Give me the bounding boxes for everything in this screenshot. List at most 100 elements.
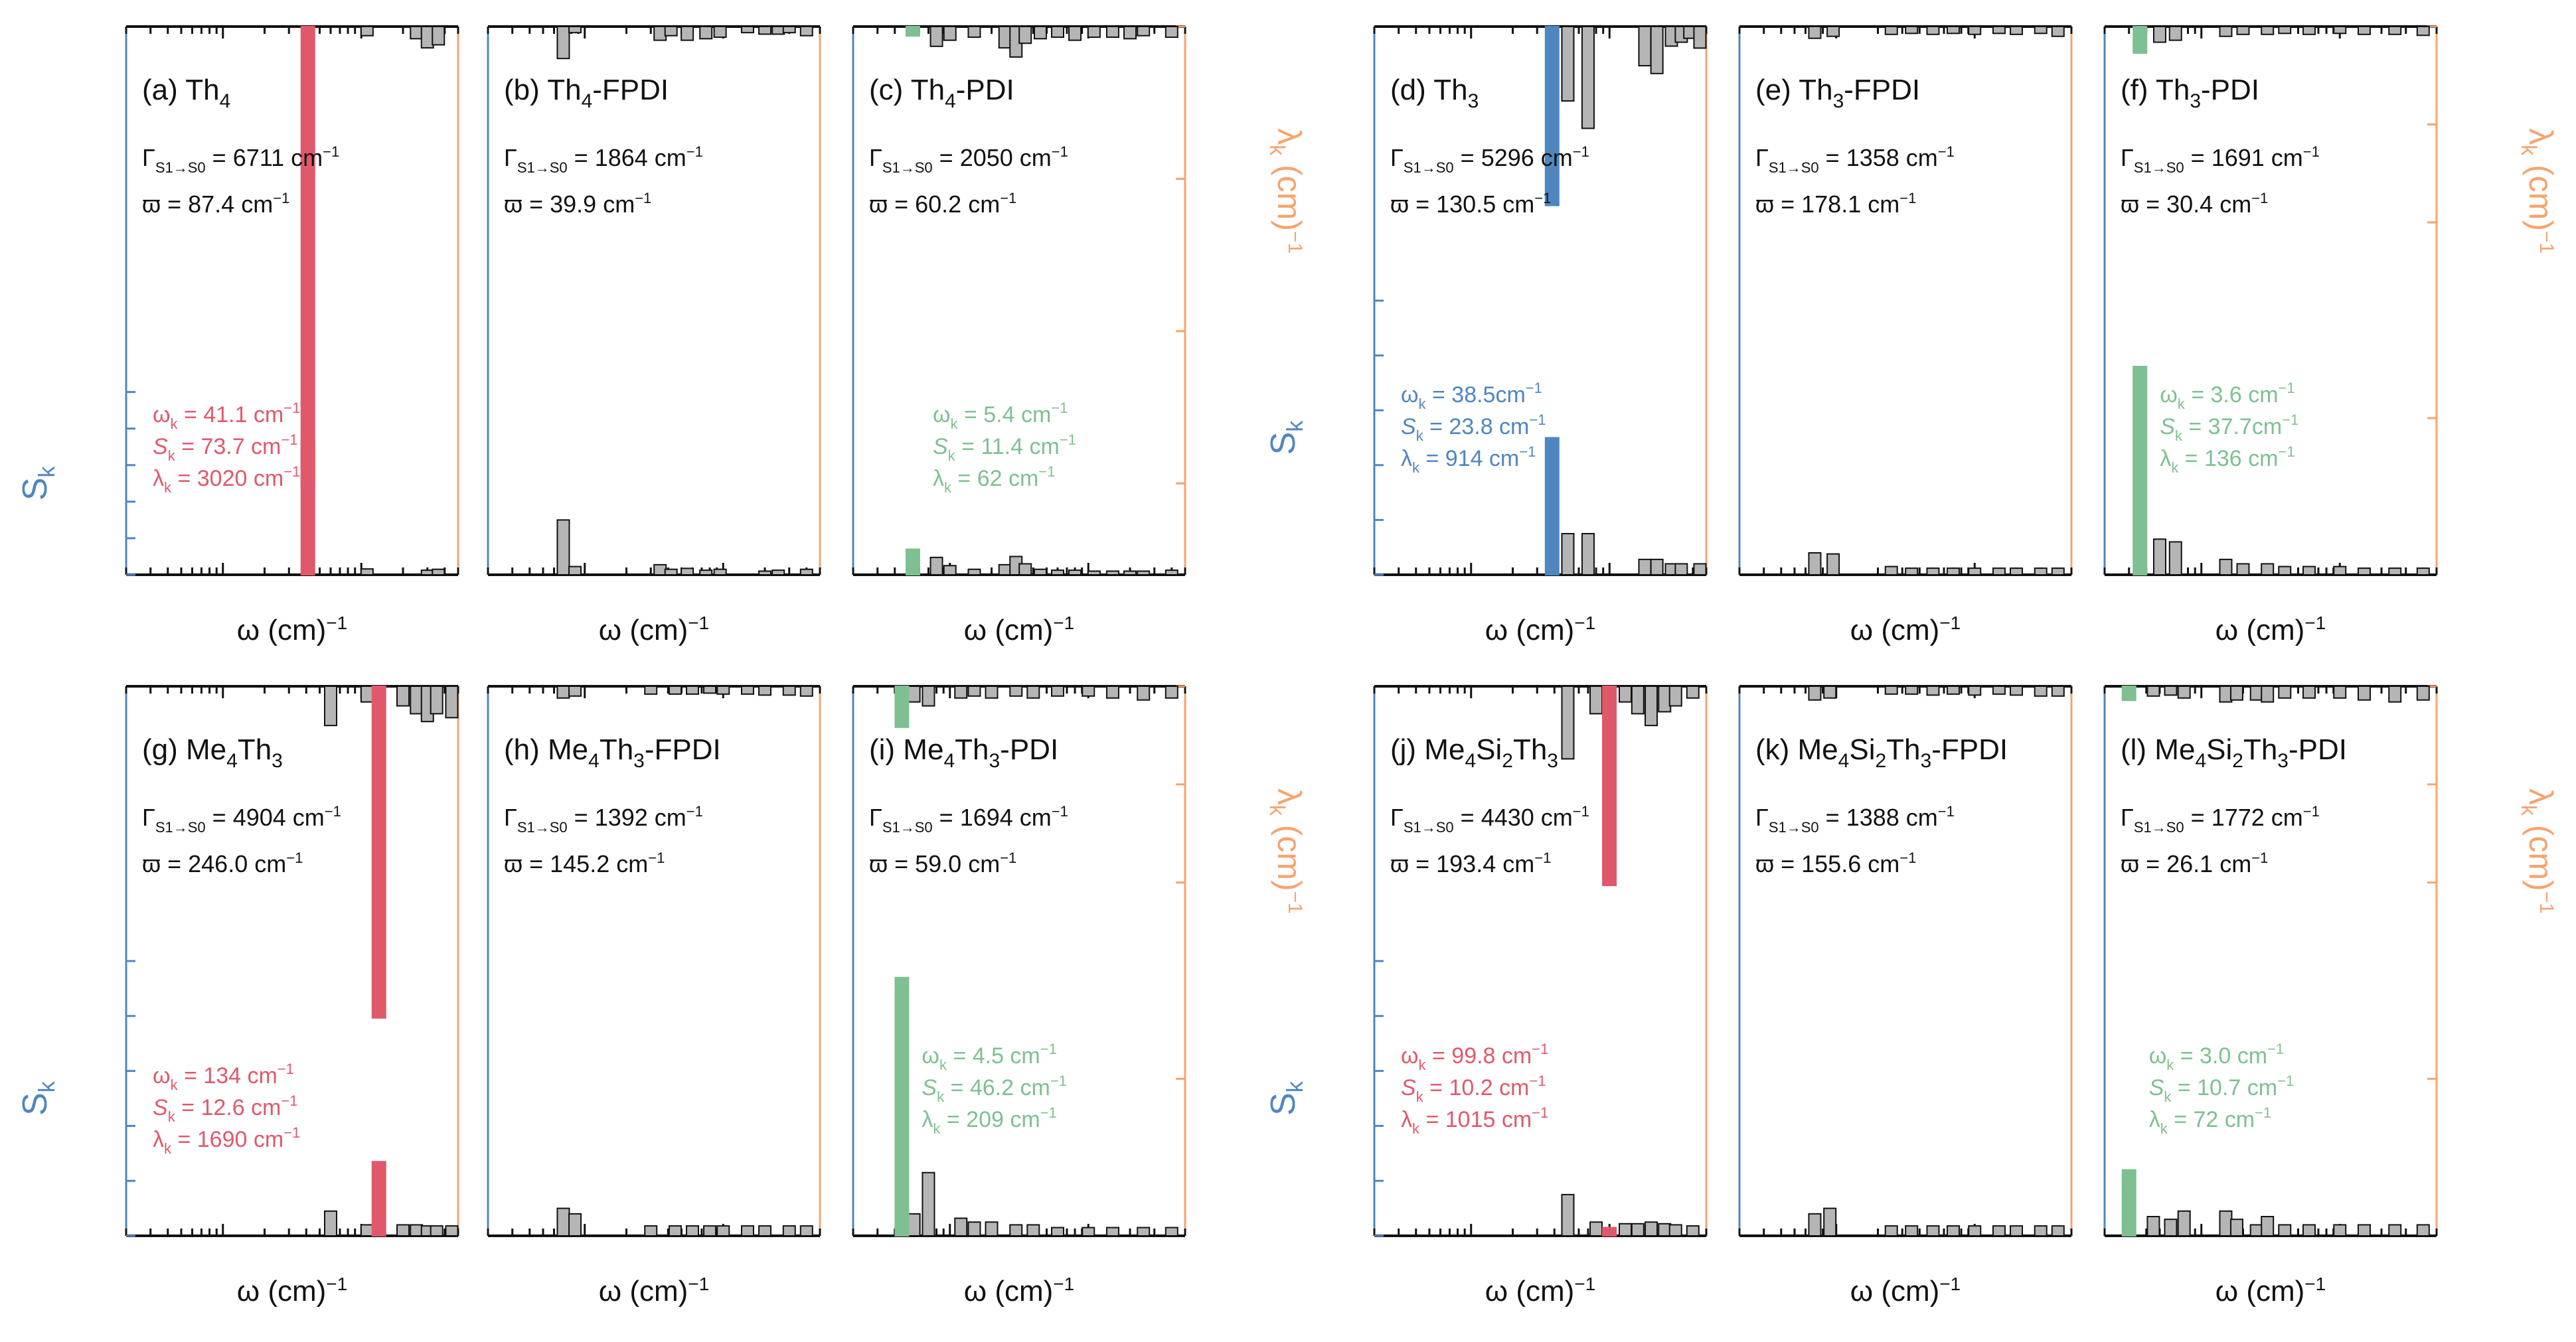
s-bar [1137, 1227, 1151, 1236]
s-bar [929, 556, 943, 575]
s-bar [1946, 1225, 1960, 1236]
s-bar [1926, 567, 1940, 576]
s-bar [716, 1225, 730, 1236]
highlight-omega_k: ωk = 3.0 cm−1 [2149, 1041, 2284, 1073]
lambda-bar [2416, 26, 2430, 37]
lambda-bar [1968, 26, 1982, 35]
s-bar [967, 1221, 981, 1237]
s-bar [430, 1225, 443, 1236]
lambda-bar [2261, 686, 2275, 703]
lambda-bar [2333, 686, 2347, 699]
gamma-value: ΓS1→S0 = 1358 cm−1 [1755, 143, 1955, 176]
s-bar [1968, 567, 1982, 576]
s-bar [943, 565, 957, 576]
x-axis-label: ω (cm)−1 [1850, 1274, 1961, 1307]
gamma-value: ΓS1→S0 = 4430 cm−1 [1390, 803, 1589, 836]
lambda-bar [1619, 686, 1633, 703]
omega-bar-value: ϖ = 155.6 cm−1 [1755, 850, 1916, 877]
s-bar [2388, 1224, 2402, 1236]
lambda-bar [2278, 26, 2292, 35]
s-bar [2236, 563, 2250, 575]
s-bar [1668, 1224, 1682, 1236]
s-bar [799, 1225, 813, 1236]
s-bar [556, 519, 570, 576]
s-bar [699, 569, 713, 575]
s-bar [1884, 565, 1898, 575]
highlight-omega_k: ωk = 41.1 cm−1 [153, 400, 300, 432]
s-bar [799, 568, 813, 575]
lambda-bar [1968, 686, 1982, 696]
omega-bar-value: ϖ = 30.4 cm−1 [2121, 190, 2268, 218]
s-bar [556, 1207, 570, 1236]
panel-axes [1738, 685, 2073, 1237]
s-bar [2357, 1224, 2371, 1236]
highlight-S_k: Sk = 23.8 cm−1 [1401, 411, 1546, 444]
s-bar [1686, 1225, 1700, 1236]
lambda-bar [1050, 26, 1064, 38]
s-bar [2333, 1224, 2347, 1236]
lambda-bar [1992, 686, 2006, 695]
s-bar [713, 568, 727, 575]
s-bar [1105, 570, 1119, 576]
s-bar [1026, 1224, 1040, 1236]
lambda-bar [1026, 686, 1040, 699]
y-axis-label-left: Sk [1264, 420, 1308, 455]
s-bar [1808, 552, 1822, 576]
gamma-value: ΓS1→S0 = 5296 cm−1 [1390, 143, 1589, 176]
highlight-lambda_k: λk = 1015 cm−1 [1401, 1104, 1548, 1137]
highlight-omega_k: ωk = 38.5cm−1 [1401, 380, 1542, 412]
x-axis-label: ω (cm)−1 [599, 613, 709, 646]
omega-bar-value: ϖ = 39.9 cm−1 [504, 190, 651, 218]
gamma-value: ΓS1→S0 = 1864 cm−1 [504, 143, 703, 176]
s-bar [420, 569, 434, 575]
lambda-bar [1686, 686, 1700, 699]
s-bar [1693, 563, 1707, 575]
s-bar [1561, 533, 1575, 575]
highlight-S_k: Sk = 11.4 cm−1 [933, 431, 1076, 464]
highlight-S_k: Sk = 73.7 cm−1 [153, 431, 297, 464]
s-bar [410, 1224, 424, 1236]
omega-bar-value: ϖ = 87.4 cm−1 [142, 190, 289, 218]
s-bar [644, 1225, 658, 1236]
s-bar [2164, 1219, 2178, 1237]
lambda-bar [420, 26, 434, 49]
panel-label: (b) Th4-FPDI [504, 74, 669, 112]
lambda-bar [2236, 26, 2250, 35]
lambda-bar [1808, 26, 1822, 39]
lambda-bar [1589, 686, 1603, 715]
s-bar [653, 563, 667, 576]
panel-label: (j) Me4Si2Th3 [1390, 733, 1558, 772]
s-bar [2168, 541, 2182, 576]
s-bar [703, 1225, 717, 1236]
x-axis-label: ω (cm)−1 [1485, 1274, 1595, 1307]
highlight-S_k: Sk = 37.7cm−1 [2160, 411, 2298, 444]
s-bar [985, 1221, 999, 1237]
y-axis-label-right: λk (cm)−1 [1265, 128, 1308, 254]
highlight-s-bar [2121, 1169, 2136, 1237]
highlight-lambda-bar [905, 26, 920, 37]
lambda-bar [1050, 686, 1064, 697]
panel-f: ω (cm)−1 λk (cm)−1 ωk = 3.6 cm−1Sk = 37.7c… [2103, 25, 2559, 646]
s-bar [2010, 1225, 2024, 1236]
s-bar [1050, 569, 1064, 575]
highlight-lambda_k: λk = 3020 cm−1 [153, 463, 300, 496]
omega-bar-value: ϖ = 26.1 cm−1 [2121, 850, 2268, 877]
x-axis-label: ω (cm)−1 [237, 613, 347, 646]
s-bar [2278, 1224, 2292, 1236]
panel-label: (d) Th3 [1390, 74, 1479, 112]
omega-bar-value: ϖ = 193.4 cm−1 [1390, 850, 1551, 877]
s-bar [1123, 570, 1137, 576]
s-bar [740, 1225, 754, 1236]
highlight-omega_k: ωk = 4.5 cm−1 [922, 1041, 1056, 1073]
y-axis-label-left: Sk [16, 465, 60, 500]
highlight-s-bar [894, 976, 910, 1236]
lambda-bar [1905, 686, 1919, 695]
gamma-value: ΓS1→S0 = 1392 cm−1 [504, 803, 703, 836]
s-bar [1905, 567, 1919, 576]
panel-axes [487, 25, 821, 576]
lambda-bar [771, 26, 785, 35]
lambda-bar [2168, 26, 2182, 41]
panel-a: ω (cm)−1 Sk ωk = 41.1 cm−1Sk = 73.7 cm−1λk… [16, 25, 459, 646]
panel-label: (f) Th3-PDI [2121, 74, 2259, 112]
highlight-omega_k: ωk = 3.6 cm−1 [2160, 380, 2294, 412]
